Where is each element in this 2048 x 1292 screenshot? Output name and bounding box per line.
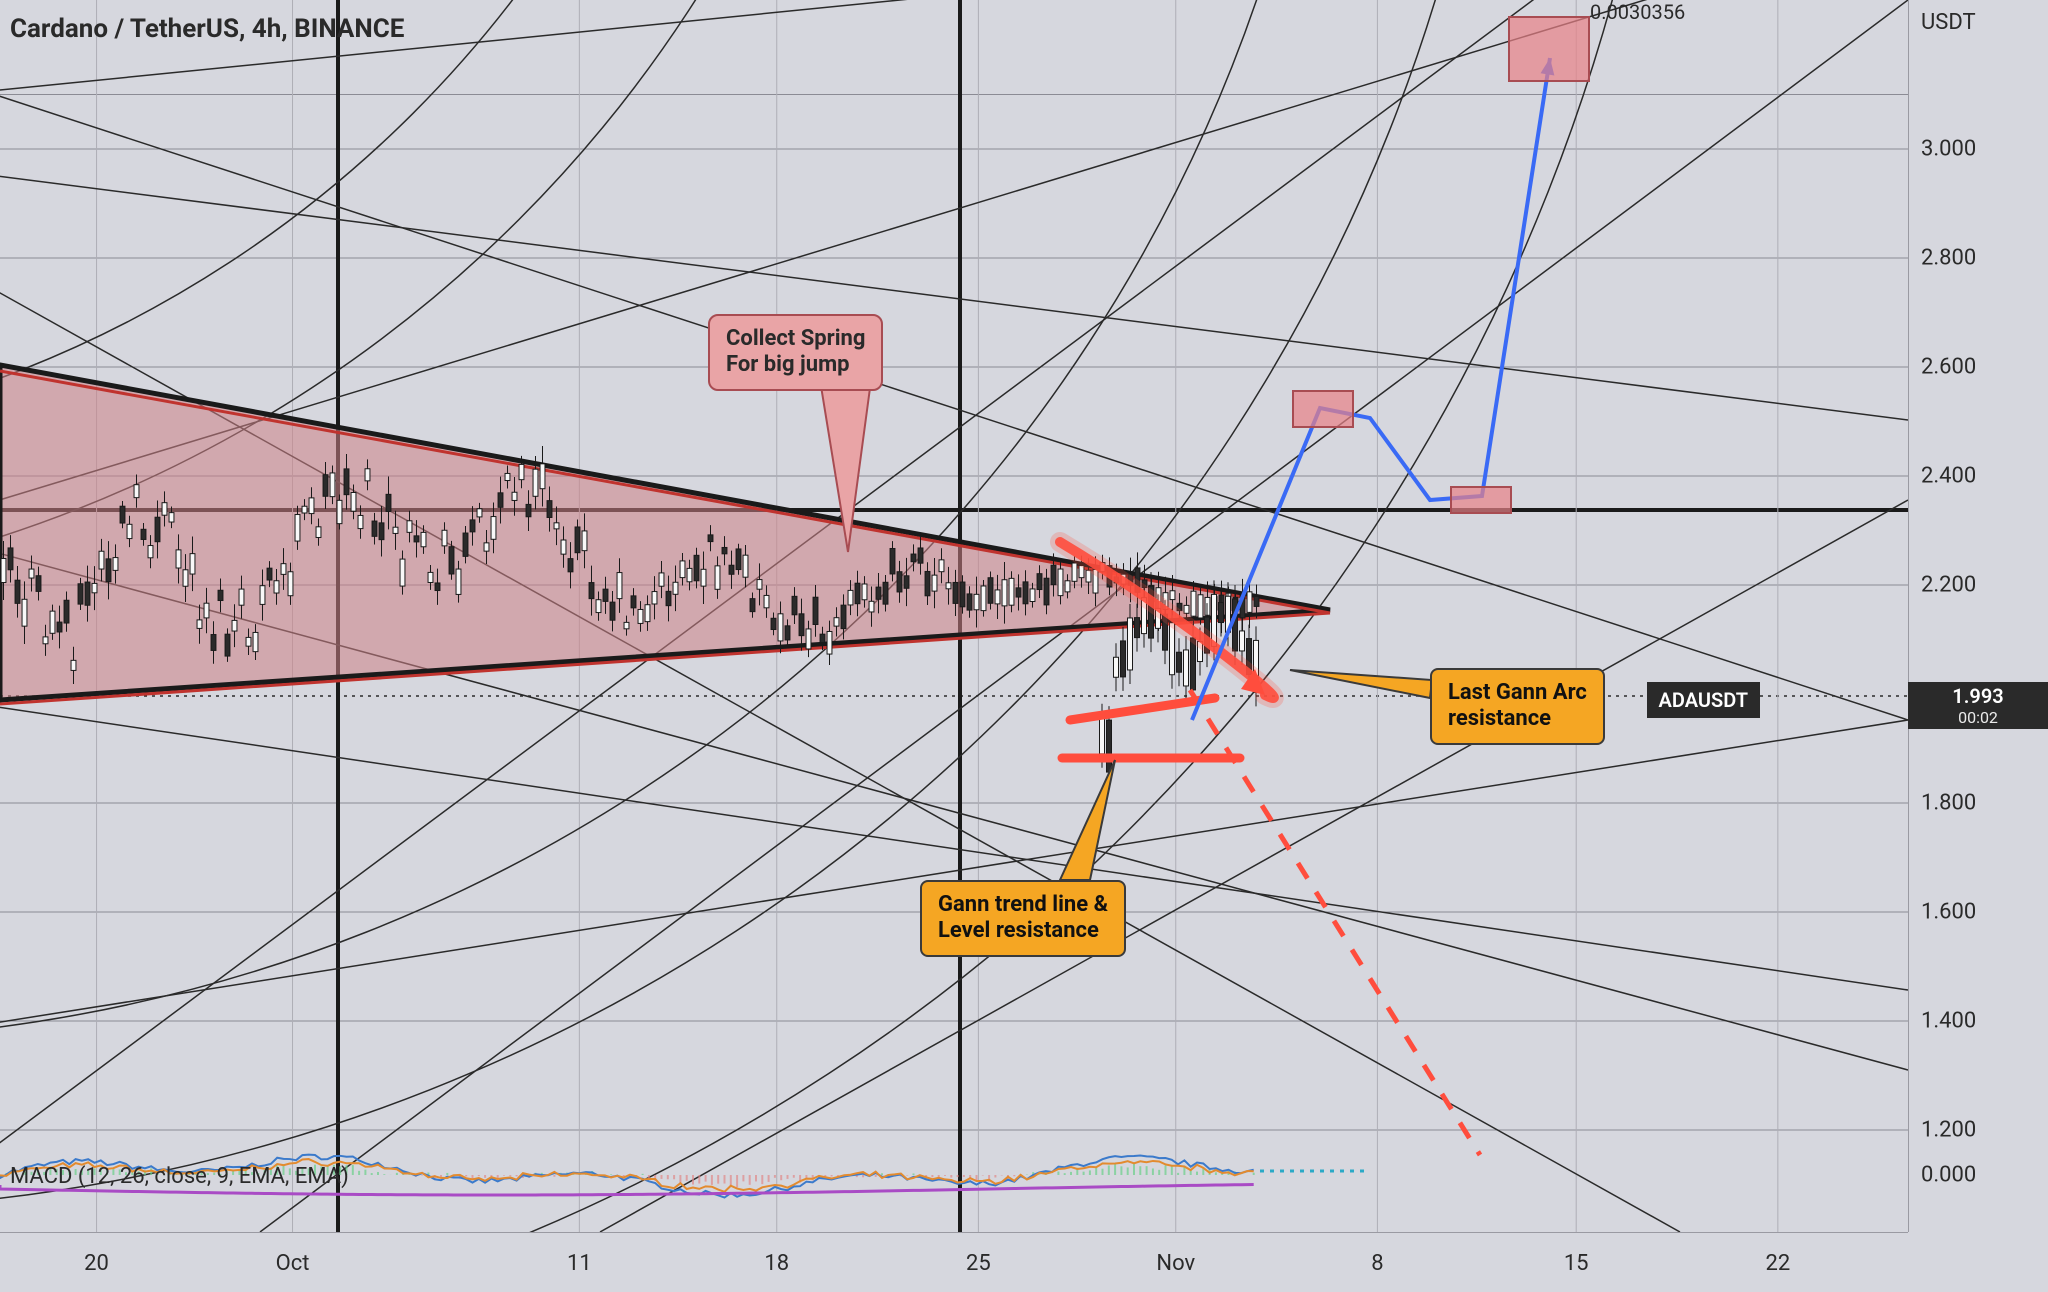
time-tick: 11 bbox=[567, 1251, 592, 1276]
price-tick: 1.200 bbox=[1921, 1118, 1976, 1143]
time-tick: 15 bbox=[1564, 1251, 1589, 1276]
price-tick: 3.000 bbox=[1921, 137, 1976, 162]
time-tick: 20 bbox=[84, 1251, 109, 1276]
chart-svg bbox=[0, 0, 1908, 1232]
top-readout: 0.0030356 bbox=[1590, 0, 1685, 24]
time-tick: 22 bbox=[1765, 1251, 1790, 1276]
price-axis[interactable]: USDT 3.000 2.800 2.600 2.400 2.200 1.800 1.600… bbox=[1908, 0, 2048, 1232]
callout-collect-spring: Collect Spring For big jump bbox=[708, 314, 883, 391]
time-tick: Oct bbox=[276, 1251, 310, 1276]
callout-line: Gann trend line & bbox=[938, 892, 1108, 917]
time-tick: 8 bbox=[1371, 1251, 1383, 1276]
callout-gann-arc: Last Gann Arc resistance bbox=[1430, 668, 1605, 745]
chart-canvas[interactable]: Cardano / TetherUS, 4h, BINANCE MACD (12… bbox=[0, 0, 1908, 1232]
target-box bbox=[1508, 16, 1590, 82]
callout-gann-trend: Gann trend line & Level resistance bbox=[920, 880, 1126, 957]
target-box bbox=[1450, 486, 1512, 514]
callout-line: Level resistance bbox=[938, 918, 1099, 943]
currency-label: USDT bbox=[1921, 10, 1976, 35]
callout-tail-spring bbox=[0, 0, 1908, 1232]
ticker-countdown: 00:02 bbox=[1908, 708, 2048, 727]
callout-tail-gann-arc bbox=[0, 0, 1908, 1232]
macd-label: MACD (12, 26, close, 9, EMA, EMA) bbox=[10, 1164, 349, 1189]
price-tick: 1.400 bbox=[1921, 1009, 1976, 1034]
time-axis[interactable]: 20 Oct 11 18 25 Nov 8 15 22 bbox=[0, 1232, 1908, 1292]
time-tick: 18 bbox=[764, 1251, 789, 1276]
price-tick: 2.400 bbox=[1921, 464, 1976, 489]
time-tick: 25 bbox=[966, 1251, 991, 1276]
callout-line: For big jump bbox=[726, 352, 850, 377]
callout-line: resistance bbox=[1448, 706, 1551, 731]
callout-tail-gann-trend bbox=[0, 0, 1908, 1232]
callout-line: Last Gann Arc bbox=[1448, 680, 1587, 705]
price-tick: 1.600 bbox=[1921, 900, 1976, 925]
time-tick: Nov bbox=[1156, 1251, 1195, 1276]
price-tick: 1.800 bbox=[1921, 791, 1976, 816]
price-tick: 2.800 bbox=[1921, 246, 1976, 271]
price-tick: 2.600 bbox=[1921, 355, 1976, 380]
callout-line: Collect Spring bbox=[726, 326, 865, 351]
macd-zero-label: 0.000 bbox=[1921, 1163, 1976, 1188]
ticker-current-price: 1.993 bbox=[1908, 684, 2048, 708]
chart-title: Cardano / TetherUS, 4h, BINANCE bbox=[10, 14, 404, 44]
ticker-price-badge: 1.993 00:02 bbox=[1908, 682, 2048, 729]
ticker-symbol-badge: ADAUSDT bbox=[1647, 682, 1760, 718]
price-tick: 2.200 bbox=[1921, 573, 1976, 598]
target-box bbox=[1292, 390, 1354, 428]
